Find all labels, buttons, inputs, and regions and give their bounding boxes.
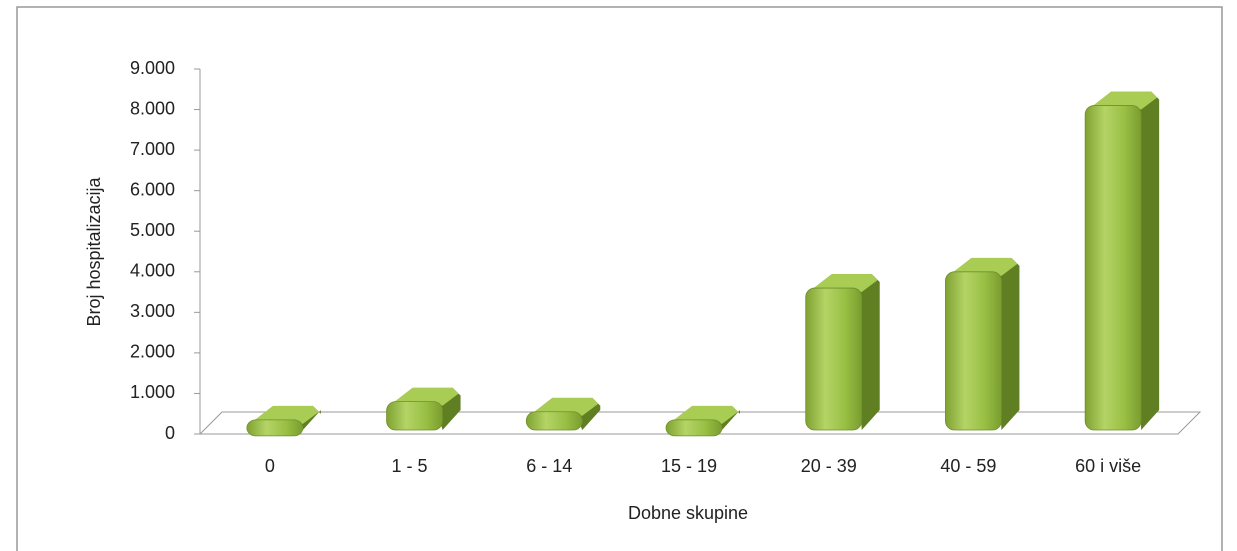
- x-tick-label: 1 - 5: [392, 456, 428, 476]
- y-tick-label: 8.000: [130, 98, 175, 118]
- bar: [525, 397, 601, 431]
- chart-frame: [16, 6, 1223, 551]
- x-tick-label: 20 - 39: [801, 456, 857, 476]
- y-tick-label: 2.000: [130, 342, 175, 362]
- y-tick-label: 1.000: [130, 382, 175, 402]
- bar: [945, 257, 1020, 431]
- y-tick-label: 7.000: [130, 139, 175, 159]
- y-tick-label: 3.000: [130, 301, 175, 321]
- bar: [665, 405, 740, 437]
- bar: [1084, 91, 1160, 431]
- bar: [246, 405, 321, 437]
- y-tick-label: 4.000: [130, 261, 175, 281]
- x-tick-label: 40 - 59: [940, 456, 996, 476]
- y-tick-label: 6.000: [130, 179, 175, 199]
- x-tick-label: 6 - 14: [526, 456, 572, 476]
- x-tick-label: 0: [265, 456, 275, 476]
- x-tick-label: 15 - 19: [661, 456, 717, 476]
- y-tick-label: 9.000: [130, 58, 175, 78]
- x-tick-label: 60 i više: [1075, 456, 1141, 476]
- floor: [198, 411, 1202, 435]
- bar: [386, 387, 461, 431]
- y-tick-label: 5.000: [130, 220, 175, 240]
- bar: [805, 274, 880, 431]
- y-axis-title: Broj hospitalizacija: [84, 176, 104, 326]
- x-axis-title: Dobne skupine: [628, 503, 748, 523]
- y-tick-label: 0: [165, 423, 175, 443]
